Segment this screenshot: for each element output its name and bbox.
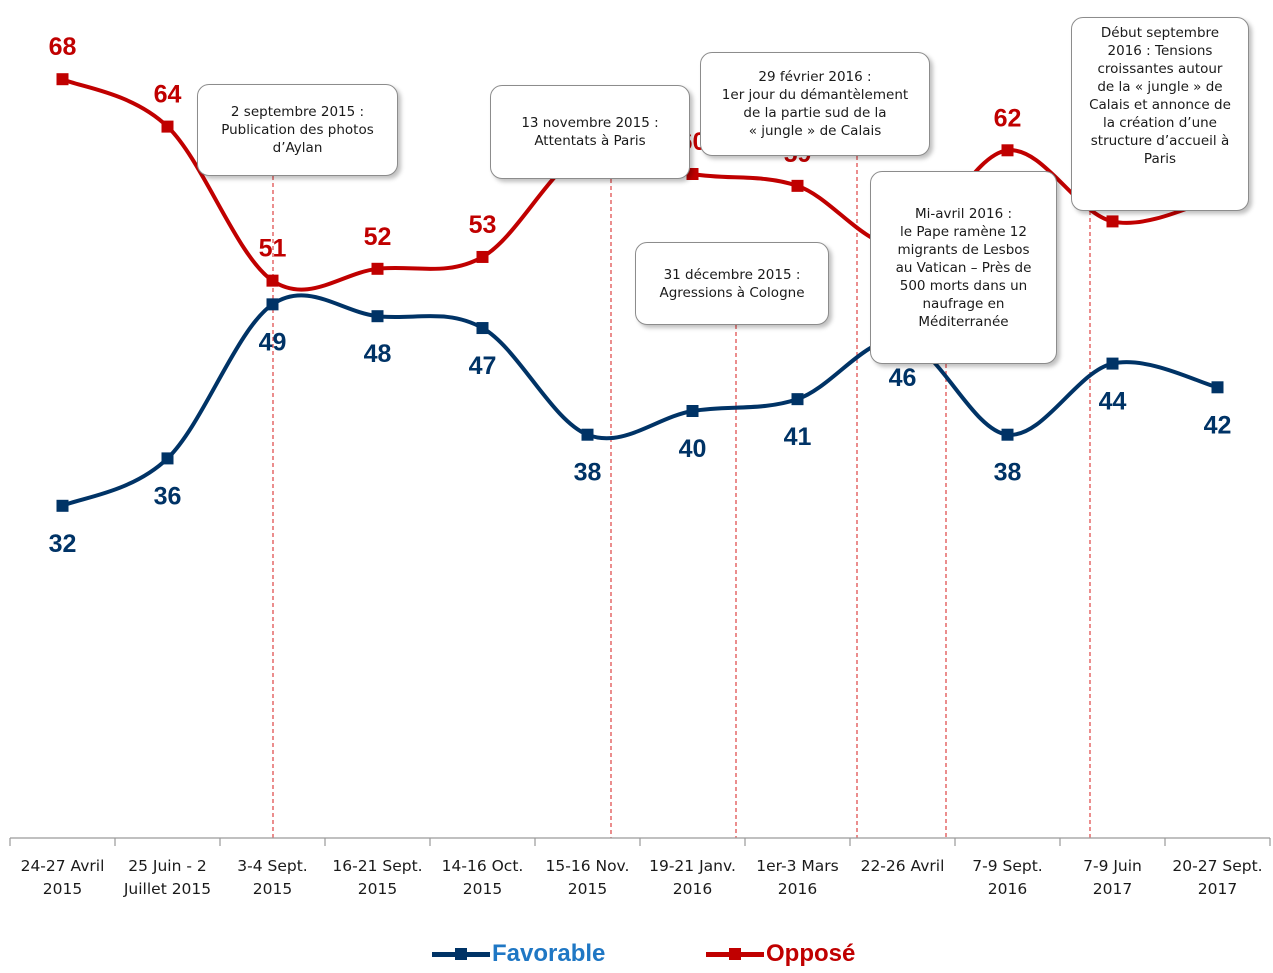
data-point <box>1106 357 1119 370</box>
legend-oppose-label: Opposé <box>766 940 856 967</box>
data-label: 48 <box>364 340 392 368</box>
data-point <box>476 250 489 263</box>
data-point <box>1211 381 1224 394</box>
event-lines <box>272 156 1091 838</box>
data-label: 46 <box>889 364 917 392</box>
x-tick-label: 14-16 Oct. 2015 <box>441 857 524 898</box>
event-annotation-text: 31 décembre 2015 : Agressions à Cologne <box>659 266 805 301</box>
data-label: 62 <box>994 104 1022 132</box>
event-annotation: 2 septembre 2015 : Publication des photo… <box>197 84 398 176</box>
event-annotation-text: 2 septembre 2015 : Publication des photo… <box>221 104 374 156</box>
legend-oppose: Opposé <box>706 940 855 968</box>
x-tick-label: 24-27 Avril 2015 <box>20 857 105 898</box>
event-annotation-text: 13 novembre 2015 : Attentats à Paris <box>521 115 659 149</box>
data-point <box>476 322 489 335</box>
x-tick-label: 16-21 Sept. 2015 <box>332 857 423 898</box>
x-tick-label: 7-9 Sept. 2016 <box>972 857 1043 898</box>
event-annotation: 31 décembre 2015 : Agressions à Cologne <box>635 242 829 325</box>
x-tick-label: 22-26 Avril <box>860 857 945 875</box>
x-tick-label: 25 Juin - 2 Juillet 2015 <box>123 857 212 898</box>
legend-favorable: Favorable <box>432 940 605 968</box>
data-point <box>791 393 804 406</box>
data-point <box>266 298 279 311</box>
data-point <box>371 310 384 323</box>
data-label: 32 <box>49 530 77 558</box>
series-line-favorable <box>61 293 1219 508</box>
data-point <box>1001 144 1014 157</box>
data-label: 47 <box>469 352 497 380</box>
data-point <box>266 274 279 287</box>
data-label: 52 <box>364 223 392 251</box>
favorable-swatch-icon <box>432 947 490 961</box>
x-tick-label: 1er-3 Mars 2016 <box>756 857 839 898</box>
data-label: 49 <box>259 328 287 356</box>
data-label: 44 <box>1099 388 1127 416</box>
data-point <box>371 262 384 275</box>
x-tick-label: 19-21 Janv. 2016 <box>649 857 736 898</box>
data-point <box>161 452 174 465</box>
data-point <box>581 428 594 441</box>
data-label: 40 <box>679 435 707 463</box>
data-point <box>1001 428 1014 441</box>
data-label: 51 <box>259 235 287 263</box>
data-label: 36 <box>154 482 182 510</box>
event-annotation: 13 novembre 2015 : Attentats à Paris <box>490 85 690 179</box>
oppose-swatch-icon <box>706 947 764 961</box>
data-label: 53 <box>469 211 497 239</box>
data-point <box>686 405 699 417</box>
x-tick-label: 20-27 Sept. 2017 <box>1172 857 1263 898</box>
x-axis <box>9 837 1271 846</box>
data-label: 64 <box>154 81 182 109</box>
event-annotation-text: Mi-avril 2016 : le Pape ramène 12 migran… <box>895 205 1032 330</box>
data-label: 42 <box>1204 411 1232 439</box>
event-annotation: 29 février 2016 : 1er jour du démantèlem… <box>700 52 930 156</box>
data-point <box>161 120 174 133</box>
data-label: 38 <box>994 459 1022 487</box>
legend-favorable-label: Favorable <box>492 940 606 967</box>
data-point <box>56 73 69 86</box>
data-point <box>686 168 699 180</box>
data-label: 38 <box>574 459 602 487</box>
data-point <box>791 179 804 192</box>
x-tick-label: 15-16 Nov. 2015 <box>545 857 630 898</box>
x-tick-label: 3-4 Sept. 2015 <box>237 857 308 898</box>
data-label: 41 <box>784 423 812 451</box>
event-annotation: Début septembre 2016 : Tensions croissan… <box>1071 17 1249 211</box>
data-point <box>56 499 69 512</box>
event-annotation-text: Début septembre 2016 : Tensions croissan… <box>1089 25 1231 167</box>
x-tick-label: 7-9 Juin 2017 <box>1083 857 1142 898</box>
event-annotation-text: 29 février 2016 : 1er jour du démantèlem… <box>721 69 909 139</box>
data-label: 68 <box>49 33 77 61</box>
data-point <box>1106 215 1119 228</box>
event-annotation: Mi-avril 2016 : le Pape ramène 12 migran… <box>870 171 1057 364</box>
